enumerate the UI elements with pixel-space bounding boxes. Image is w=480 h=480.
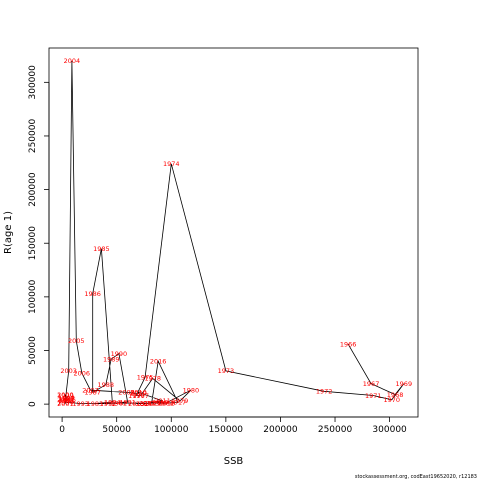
year-label-2008: 2008 bbox=[118, 389, 135, 397]
year-label-2014: 2014 bbox=[136, 400, 153, 408]
year-label-1967: 1967 bbox=[363, 380, 380, 388]
year-label-1994: 1994 bbox=[57, 398, 74, 406]
year-label-1972: 1972 bbox=[316, 388, 333, 396]
year-label-2000: 2000 bbox=[57, 391, 74, 399]
year-label-2019: 2019 bbox=[152, 398, 169, 406]
year-label-1979: 1979 bbox=[172, 397, 189, 405]
year-label-1975: 1975 bbox=[137, 374, 154, 382]
year-label-1974: 1974 bbox=[163, 160, 180, 168]
year-label-1987: 1987 bbox=[84, 389, 101, 397]
year-label-2002: 2002 bbox=[57, 396, 74, 404]
y-tick-label: 50000 bbox=[28, 336, 38, 365]
year-label-1991: 1991 bbox=[119, 398, 136, 406]
year-label-1977: 1977 bbox=[132, 392, 149, 400]
year-label-1966: 1966 bbox=[340, 340, 357, 348]
year-label-1981: 1981 bbox=[158, 399, 175, 407]
year-label-1989: 1989 bbox=[103, 355, 120, 363]
y-tick-label: 100000 bbox=[28, 279, 38, 314]
y-tick-label: 0 bbox=[28, 401, 38, 407]
year-label-2009: 2009 bbox=[130, 390, 147, 398]
year-label-1978: 1978 bbox=[144, 375, 161, 383]
year-label-1973: 1973 bbox=[218, 367, 235, 375]
y-axis: 0 50000 100000 150000 200000 250000 300000 bbox=[28, 65, 50, 407]
year-label-1992: 1992 bbox=[100, 400, 117, 408]
year-label-1976: 1976 bbox=[128, 392, 145, 400]
year-label-1984: 1984 bbox=[104, 398, 121, 406]
year-label-2007: 2007 bbox=[82, 386, 99, 394]
year-label-1980: 1980 bbox=[183, 386, 200, 394]
x-tick-label: 250000 bbox=[318, 425, 353, 435]
year-label-2017: 2017 bbox=[170, 398, 187, 406]
y-tick-label: 300000 bbox=[28, 65, 38, 100]
y-tick-label: 250000 bbox=[28, 119, 38, 154]
x-tick-label: 50000 bbox=[102, 425, 131, 435]
year-label-2001: 2001 bbox=[57, 400, 74, 408]
year-label-1998: 1998 bbox=[58, 394, 75, 402]
x-tick-label: 200000 bbox=[263, 425, 298, 435]
year-label-2004: 2004 bbox=[64, 57, 81, 65]
year-label-2016: 2016 bbox=[150, 358, 167, 366]
year-label-1995: 1995 bbox=[58, 397, 75, 405]
year-label-1990: 1990 bbox=[111, 350, 128, 358]
year-label-2018: 2018 bbox=[159, 399, 176, 407]
year-label-1999: 1999 bbox=[57, 392, 74, 400]
x-tick-label: 100000 bbox=[154, 425, 189, 435]
year-label-2011: 2011 bbox=[154, 397, 171, 405]
y-axis-title: R(age 1) bbox=[3, 211, 14, 254]
year-label-1997: 1997 bbox=[58, 395, 75, 403]
x-axis-title: SSB bbox=[224, 456, 244, 467]
year-label-2006: 2006 bbox=[73, 369, 90, 377]
year-label-1970: 1970 bbox=[384, 396, 401, 404]
year-label-1968: 1968 bbox=[387, 391, 404, 399]
x-tick-label: 300000 bbox=[372, 425, 407, 435]
year-label-1969: 1969 bbox=[396, 380, 413, 388]
recruitment-series-line bbox=[64, 60, 405, 405]
year-label-2020: 2020 bbox=[146, 399, 163, 407]
x-tick-label: 0 bbox=[59, 425, 65, 435]
year-label-1971: 1971 bbox=[365, 392, 382, 400]
year-label-1996: 1996 bbox=[59, 396, 76, 404]
source-caption: stockassessment.org, codEast19652020, r1… bbox=[355, 474, 477, 480]
year-label-1983: 1983 bbox=[87, 400, 104, 408]
year-label-2015: 2015 bbox=[143, 399, 160, 407]
year-label-1988: 1988 bbox=[97, 381, 114, 389]
year-label-1993: 1993 bbox=[72, 400, 89, 408]
year-label-2005: 2005 bbox=[68, 337, 85, 345]
year-label-2013: 2013 bbox=[128, 400, 145, 408]
year-label-2003: 2003 bbox=[60, 367, 77, 375]
x-axis: 0 50000 100000 150000 200000 250000 300000 bbox=[59, 416, 407, 435]
y-tick-label: 200000 bbox=[28, 172, 38, 207]
year-label-1986: 1986 bbox=[84, 290, 101, 298]
year-label-1982: 1982 bbox=[111, 399, 128, 407]
y-tick-label: 150000 bbox=[28, 226, 38, 261]
year-label-1985: 1985 bbox=[93, 245, 110, 253]
year-label-2010: 2010 bbox=[130, 389, 147, 397]
year-label-2012: 2012 bbox=[139, 399, 156, 407]
x-tick-label: 150000 bbox=[209, 425, 244, 435]
